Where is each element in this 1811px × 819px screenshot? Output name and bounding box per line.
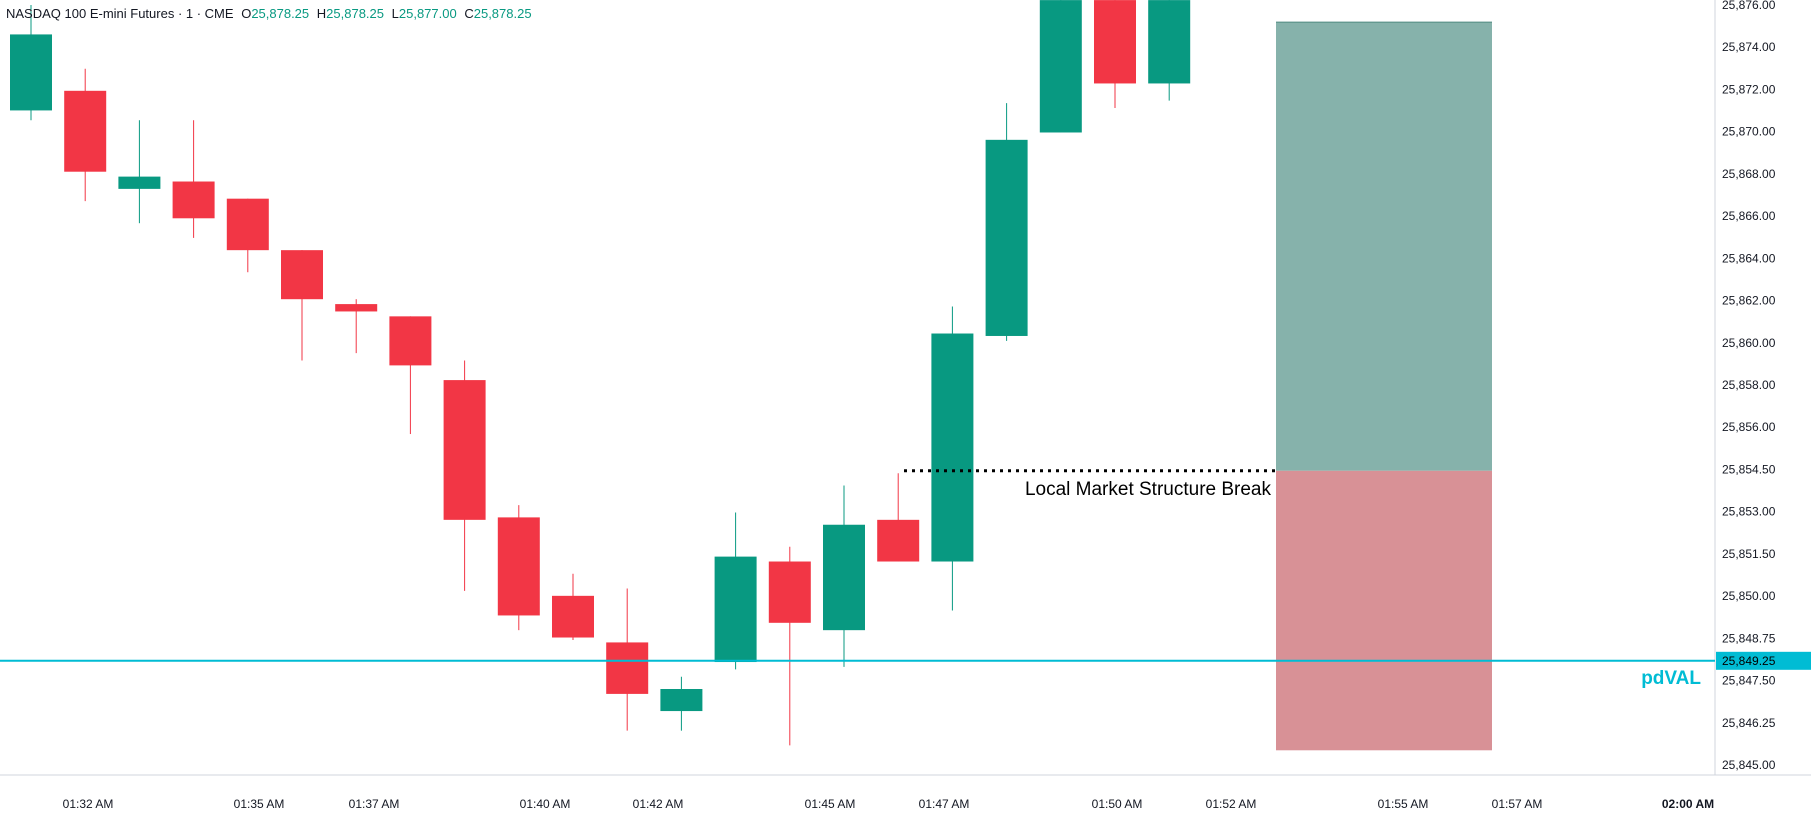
- price-tick-label: 25,853.00: [1722, 505, 1776, 519]
- candle-body: [606, 642, 649, 694]
- candle-body: [1148, 0, 1191, 84]
- grid-layer: [0, 0, 1811, 776]
- price-tick-label: 25,850.00: [1722, 589, 1776, 603]
- price-tick-label: 25,854.50: [1722, 462, 1776, 476]
- candle-body: [10, 34, 52, 111]
- low-key: L: [391, 6, 399, 21]
- candle-body: [1039, 0, 1082, 133]
- low-value: 25,877.00: [398, 6, 457, 21]
- candle-body: [931, 333, 974, 562]
- candle-body: [64, 90, 107, 172]
- time-tick-label: 01:45 AM: [805, 797, 856, 811]
- candles-layer: [10, 0, 1191, 746]
- price-axis[interactable]: 25,876.00 25,874.00 25,872.00 25,870.00 25,8…: [1716, 0, 1811, 772]
- time-tick-label: 01:35 AM: [234, 797, 285, 811]
- price-tick-label: 25,866.00: [1722, 209, 1776, 223]
- pdval-price-tag[interactable]: [1716, 651, 1811, 670]
- time-tick-label: 01:47 AM: [919, 797, 970, 811]
- candle-body: [985, 139, 1028, 336]
- open-value: 25,878.25: [251, 6, 310, 21]
- candle-body: [552, 595, 594, 638]
- candle-body: [768, 561, 811, 623]
- price-tick-label: 25,846.25: [1722, 716, 1776, 730]
- price-tick-label: 25,874.00: [1722, 40, 1776, 54]
- price-tick-label: 25,848.75: [1722, 631, 1776, 645]
- symbol-legend: NASDAQ 100 E-mini Futures · 1 · CME O25,…: [6, 6, 532, 21]
- candle-body: [389, 316, 432, 366]
- time-tick-label: 01:50 AM: [1092, 797, 1143, 811]
- candle-body: [877, 519, 920, 562]
- time-tick-label: 01:37 AM: [349, 797, 400, 811]
- candle-body: [497, 517, 540, 616]
- candle-body: [714, 556, 757, 663]
- position-zones[interactable]: [1276, 21, 1492, 751]
- price-tick-label: 25,860.00: [1722, 336, 1776, 350]
- price-tick-label: 25,868.00: [1722, 167, 1776, 181]
- price-tick-label: 25,872.00: [1722, 82, 1776, 96]
- price-tick-label: 25,847.50: [1722, 674, 1776, 688]
- price-tick-label: 25,864.00: [1722, 251, 1776, 265]
- price-tick-label: 25,870.00: [1722, 125, 1776, 139]
- structure-break-label: Local Market Structure Break: [1025, 479, 1272, 500]
- time-tick-label: 01:32 AM: [63, 797, 114, 811]
- time-tick-label: 01:40 AM: [520, 797, 571, 811]
- candle-body: [335, 304, 378, 312]
- price-tick-label: 25,845.00: [1722, 758, 1776, 772]
- candle-body: [172, 181, 215, 219]
- time-tick-label: 01:55 AM: [1378, 797, 1429, 811]
- price-tick-label: 25,851.50: [1722, 547, 1776, 561]
- time-axis[interactable]: 01:32 AM 01:35 AM 01:37 AM 01:40 AM 01:42 AM…: [63, 797, 1714, 811]
- time-tick-label: 01:57 AM: [1492, 797, 1543, 811]
- candle-body: [118, 176, 161, 189]
- pdval-label: pdVAL: [1641, 668, 1701, 689]
- time-tick-label: 02:00 AM: [1662, 797, 1714, 811]
- high-value: 25,878.25: [326, 6, 385, 21]
- symbol-name: NASDAQ 100 E-mini Futures · 1 · CME: [6, 6, 234, 21]
- candle-body: [443, 380, 486, 520]
- price-tick-label: 25,858.00: [1722, 378, 1776, 392]
- candle-body: [823, 524, 865, 631]
- close-value: 25,878.25: [473, 6, 532, 21]
- candle-body: [281, 250, 323, 300]
- candle-body: [1094, 0, 1136, 84]
- stop-zone[interactable]: [1276, 470, 1492, 751]
- annotation-lines: pdVAL Local Market Structure Break: [0, 469, 1715, 689]
- close-key: C: [464, 6, 474, 21]
- time-tick-label: 01:42 AM: [633, 797, 684, 811]
- candle-body: [660, 689, 703, 712]
- pdval-price-label: 25,849.25: [1722, 654, 1776, 668]
- open-key: O: [241, 6, 252, 21]
- candle-body: [226, 198, 269, 251]
- price-tick-label: 25,862.00: [1722, 294, 1776, 308]
- high-key: H: [316, 6, 327, 21]
- time-tick-label: 01:52 AM: [1206, 797, 1257, 811]
- target-zone[interactable]: [1276, 22, 1492, 471]
- price-tick-label: 25,856.00: [1722, 420, 1776, 434]
- price-tick-label: 25,876.00: [1722, 0, 1776, 12]
